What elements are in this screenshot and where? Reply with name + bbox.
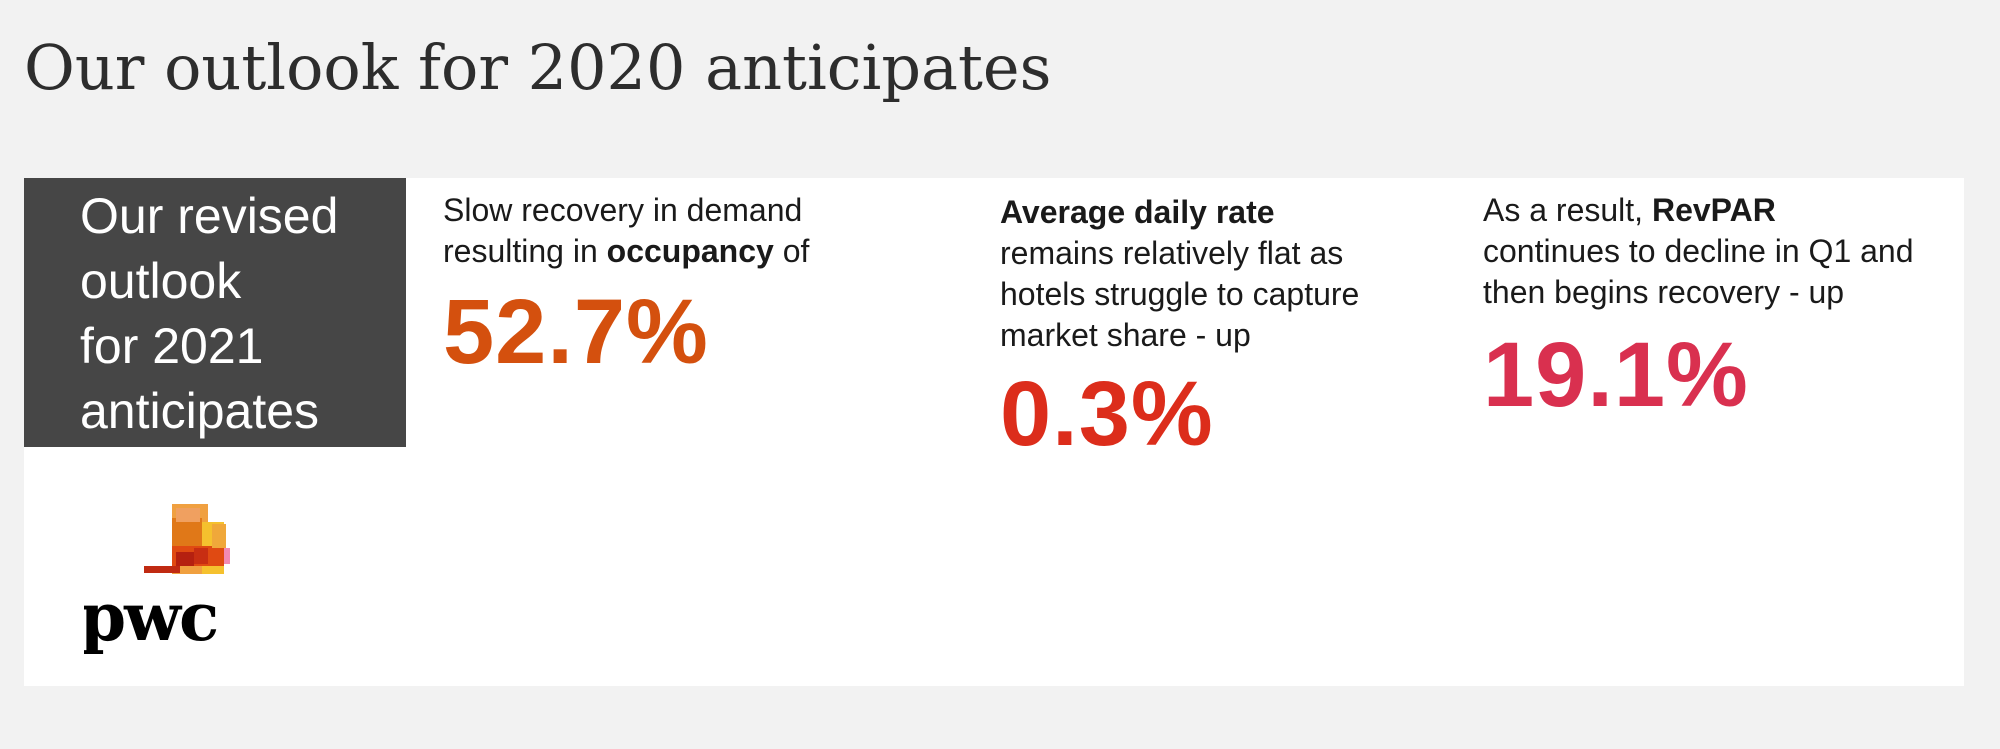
outlook-panel: Our revised outlook for 2021 anticipates…	[24, 178, 1964, 686]
adr-keyword: Average daily rate	[1000, 194, 1275, 230]
intro-box: Our revised outlook for 2021 anticipates	[24, 178, 406, 447]
occupancy-stat: Slow recovery in demand resulting in occ…	[443, 190, 809, 382]
pwc-logo-graphic: pwc	[80, 504, 230, 656]
logo-tile	[194, 548, 208, 564]
revpar-stat: As a result, RevPAR continues to decline…	[1483, 190, 1914, 425]
revpar-description-line: As a result, RevPAR	[1483, 190, 1914, 231]
revpar-description-line: then begins recovery - up	[1483, 274, 1845, 310]
logo-tile	[176, 552, 194, 566]
revpar-description-line: continues to decline in Q1 and	[1483, 233, 1914, 269]
intro-line: for 2021	[80, 318, 264, 374]
text-fragment: of	[773, 233, 810, 269]
text-fragment: resulting in	[443, 233, 607, 269]
pwc-wordmark: pwc	[84, 578, 217, 654]
adr-description-line: market share - up	[1000, 317, 1251, 353]
logo-tile	[144, 566, 180, 573]
pwc-logo: pwc	[80, 504, 284, 656]
adr-description-line: Average daily rate	[1000, 192, 1359, 233]
adr-stat: Average daily rate remains relatively fl…	[1000, 192, 1359, 464]
page-title: Our outlook for 2020 anticipates	[24, 31, 1052, 104]
adr-value: 0.3%	[1000, 363, 1214, 465]
text-fragment: As a result,	[1483, 192, 1652, 228]
intro-line: anticipates	[80, 383, 320, 439]
occupancy-description-line: Slow recovery in demand	[443, 192, 803, 228]
logo-tile	[222, 548, 230, 564]
revpar-value: 19.1%	[1483, 324, 1749, 426]
occupancy-description-line: resulting in occupancy of	[443, 231, 809, 272]
intro-line: outlook	[80, 253, 242, 309]
occupancy-keyword: occupancy	[606, 233, 774, 269]
logo-tile	[176, 508, 200, 522]
adr-description-line: hotels struggle to capture	[1000, 276, 1360, 312]
intro-line: Our revised	[80, 188, 339, 244]
logo-tile	[212, 524, 226, 548]
revpar-keyword: RevPAR	[1651, 192, 1776, 228]
adr-description-line: remains relatively flat as	[1000, 235, 1344, 271]
occupancy-value: 52.7%	[443, 281, 709, 383]
